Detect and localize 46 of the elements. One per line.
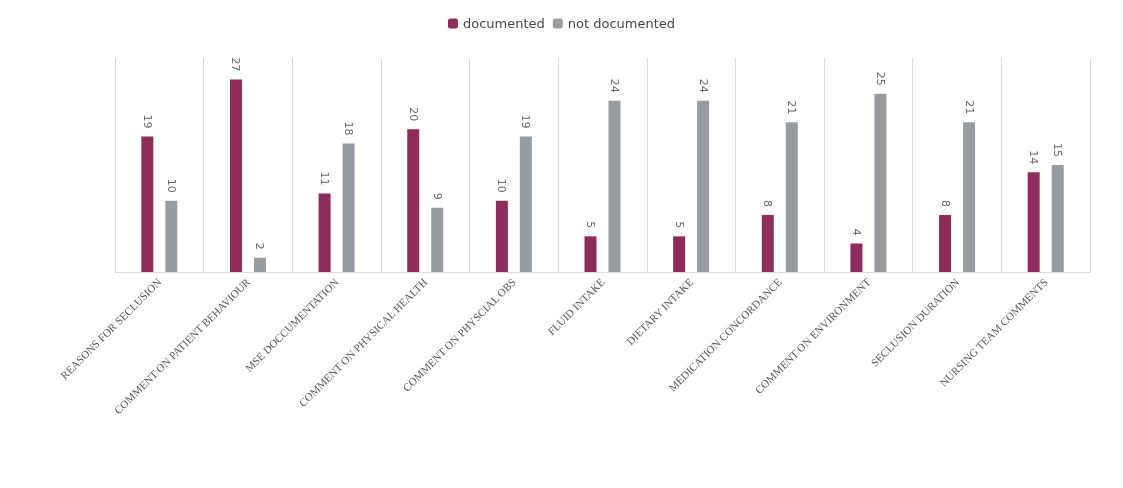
bar xyxy=(519,136,532,272)
bar xyxy=(697,100,710,272)
bar xyxy=(431,207,444,272)
data-label: 10 xyxy=(495,178,509,193)
bar xyxy=(939,214,952,272)
bar xyxy=(874,93,887,272)
bar xyxy=(165,200,178,272)
data-label: 11 xyxy=(318,171,332,186)
bar xyxy=(318,193,331,272)
data-label: 19 xyxy=(519,114,533,129)
bar xyxy=(1051,165,1064,272)
data-label: 5 xyxy=(672,221,686,229)
data-label: 20 xyxy=(406,107,420,122)
bar xyxy=(253,257,266,272)
data-label: 18 xyxy=(342,121,356,136)
legend-label: documented xyxy=(462,16,545,31)
data-label: 19 xyxy=(140,114,154,129)
data-label: 21 xyxy=(785,100,799,115)
data-label: 15 xyxy=(1051,143,1065,157)
bar xyxy=(407,129,420,272)
data-label: 5 xyxy=(584,221,597,229)
legend-label: not documented xyxy=(567,16,676,31)
bar xyxy=(229,79,242,272)
bar xyxy=(342,143,355,272)
bar xyxy=(584,236,597,272)
bar xyxy=(608,100,621,272)
data-label: 8 xyxy=(938,199,952,207)
bar xyxy=(761,214,774,272)
data-label: 8 xyxy=(761,199,775,207)
bar xyxy=(1027,172,1040,272)
bar xyxy=(141,136,154,272)
data-label: 14 xyxy=(1027,150,1041,165)
bar xyxy=(850,243,863,272)
bar xyxy=(963,122,976,272)
data-label: 21 xyxy=(962,100,976,115)
bar xyxy=(673,236,686,272)
data-label: 27 xyxy=(229,57,243,72)
bar xyxy=(495,200,508,272)
data-label: 4 xyxy=(849,228,863,236)
data-label: 10 xyxy=(164,178,178,193)
data-label: 25 xyxy=(873,71,887,86)
data-label: 24 xyxy=(696,78,710,93)
data-label: 24 xyxy=(608,78,621,93)
data-label: 2 xyxy=(253,242,267,250)
data-label: 9 xyxy=(430,192,444,200)
bar xyxy=(785,122,798,272)
